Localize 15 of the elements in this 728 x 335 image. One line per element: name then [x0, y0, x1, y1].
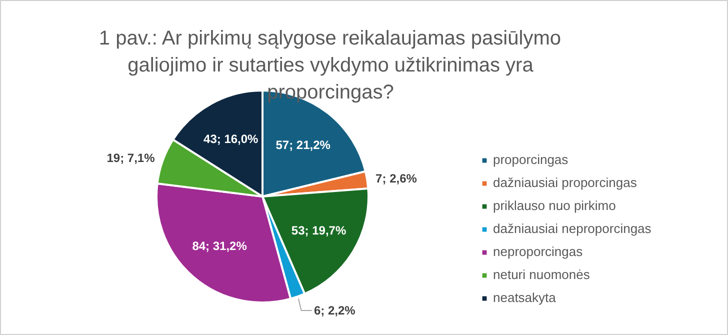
legend-label: neatsakyta: [493, 290, 556, 305]
legend-label: priklauso nuo pirkimo: [493, 198, 616, 213]
data-label: 57; 21,2%: [276, 138, 331, 152]
legend-label: dažniausiai neproporcingas: [493, 221, 652, 236]
legend-label: dažniausiai proporcingas: [493, 175, 637, 190]
data-label: 6; 2,2%: [314, 303, 356, 318]
data-label: 53; 19,7%: [291, 223, 346, 238]
legend-label: neproporcingas: [493, 244, 583, 259]
legend-label: proporcingas: [493, 152, 568, 167]
legend-label: neturi nuomonės: [493, 267, 590, 282]
data-label: 19; 7,1%: [106, 150, 156, 165]
data-label: 7; 2,6%: [376, 172, 418, 186]
chart-title: 1 pav.: Ar pirkimų sąlygose reikalaujamas pasiūlymo galiojimo ir sutarties vykdymo užtikrinimas yra proporcingas?: [98, 28, 561, 104]
data-label: 84; 31,2%: [192, 239, 248, 254]
data-label: 43; 16,0%: [204, 132, 259, 146]
